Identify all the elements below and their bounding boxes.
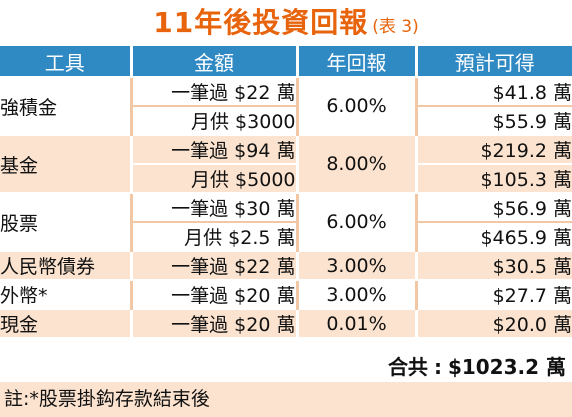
expected-value: $30.5 萬 xyxy=(414,250,572,280)
tool-name: 現金 xyxy=(0,308,131,337)
table-row: 強積金 一筆過 $22 萬 6.00% $41.8 萬 xyxy=(0,76,572,135)
expected-value: $55.9 萬 xyxy=(414,105,572,135)
table-row: 人民幣債券 一筆過 $22 萬 3.00% $30.5 萬 xyxy=(0,250,572,280)
table-row: 月供 $3000 $55.9 萬 xyxy=(0,105,572,135)
expected-value: $20.0 萬 xyxy=(414,308,572,337)
invest-method: 一筆過 $30 萬 xyxy=(129,192,297,222)
expected-value: $27.7 萬 xyxy=(414,279,572,309)
invest-method: 一筆過 $20 萬 xyxy=(129,308,297,337)
tool-name: 股票 xyxy=(0,192,131,251)
tool-name: 強積金 xyxy=(0,76,131,135)
expected-value: $105.3 萬 xyxy=(414,163,572,193)
total-label: 合共 xyxy=(387,355,428,379)
total-value: $1023.2 萬 xyxy=(447,355,566,379)
expected-value: $219.2 萬 xyxy=(414,134,572,164)
table-row: 外幣* 一筆過 $20 萬 3.00% $27.7 萬 xyxy=(0,279,572,309)
invest-method: 一筆過 $22 萬 xyxy=(129,76,297,106)
invest-method: 一筆過 $94 萬 xyxy=(129,134,297,164)
header-tool: 工具 xyxy=(0,46,131,77)
invest-method: 月供 $3000 xyxy=(129,105,297,135)
title-main: 11年後投資回報 xyxy=(153,6,369,39)
table-title: 11年後投資回報 (表 3) xyxy=(0,0,572,46)
annual-rate: 6.00% xyxy=(295,192,416,251)
header-expected: 預計可得 xyxy=(414,46,572,77)
footnote: 註:*股票掛鈎存款結束後 xyxy=(0,382,572,417)
expected-value: $41.8 萬 xyxy=(414,76,572,106)
invest-method: 一筆過 $22 萬 xyxy=(129,250,297,280)
annual-rate: 3.00% xyxy=(295,250,416,280)
invest-method: 一筆過 $20 萬 xyxy=(129,279,297,309)
total-row: 合共: $1023.2 萬 xyxy=(0,353,566,381)
table-row: 月供 $5000 $105.3 萬 xyxy=(0,163,572,193)
annual-rate: 6.00% xyxy=(295,76,416,135)
tool-name: 外幣* xyxy=(0,279,131,309)
invest-method: 月供 $5000 xyxy=(129,163,297,193)
header-row: 工具 金額 年回報 預計可得 xyxy=(0,46,572,77)
table-row: 基金 一筆過 $94 萬 8.00% $219.2 萬 xyxy=(0,134,572,193)
expected-value: $56.9 萬 xyxy=(414,192,572,222)
invest-method: 月供 $2.5 萬 xyxy=(129,221,297,251)
tool-name: 基金 xyxy=(0,134,131,193)
table-row: 現金 一筆過 $20 萬 0.01% $20.0 萬 xyxy=(0,308,572,337)
tool-name: 人民幣債券 xyxy=(0,250,131,280)
total-separator: : xyxy=(433,355,442,379)
annual-rate: 8.00% xyxy=(295,134,416,193)
table-row: 月供 $2.5 萬 $465.9 萬 xyxy=(0,221,572,251)
expected-value: $465.9 萬 xyxy=(414,221,572,251)
header-annual-return: 年回報 xyxy=(295,46,416,77)
annual-rate: 3.00% xyxy=(295,279,416,309)
title-sub: (表 3) xyxy=(372,17,419,37)
table-row: 股票 一筆過 $30 萬 6.00% $56.9 萬 xyxy=(0,192,572,251)
investment-return-table: 工具 金額 年回報 預計可得 強積金 一筆過 $22 萬 6.00% $41.8… xyxy=(0,46,572,337)
header-amount: 金額 xyxy=(129,46,297,77)
annual-rate: 0.01% xyxy=(295,308,416,337)
